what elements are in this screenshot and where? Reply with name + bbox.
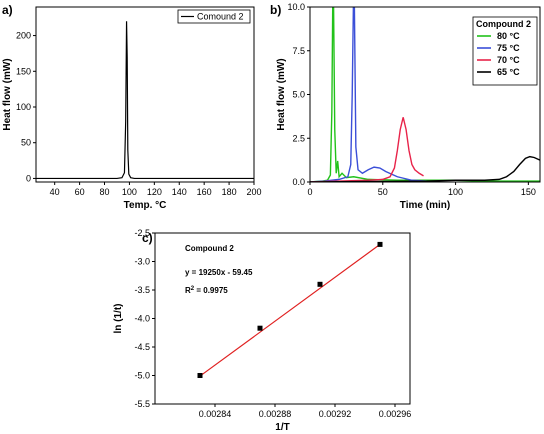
legend-label: Comound 2	[197, 12, 244, 22]
y-tick-label: 2.5	[292, 133, 305, 143]
x-tick-label: 200	[246, 187, 261, 197]
series-group	[36, 21, 254, 180]
x-tick-label: 100	[122, 187, 137, 197]
y-tick-label: -5.5	[134, 399, 150, 409]
data-point	[377, 241, 383, 247]
r-squared-prefix: R	[185, 286, 191, 295]
series-line-1	[310, 7, 427, 182]
y-tick-label: -2.5	[134, 228, 150, 238]
x-axis-label: Time (min)	[400, 200, 450, 211]
chart-b: 0 50 100 150 0.0 2.5 5.0 7.5 10.0 Time (min) Heat …	[270, 2, 541, 211]
panel-label: c)	[142, 231, 153, 245]
y-tick-label: 50	[21, 138, 31, 148]
y-tick-label: 0.0	[292, 177, 305, 187]
series-line-0	[36, 21, 254, 180]
x-tick-label: 0.00296	[379, 409, 412, 419]
plot-frame	[35, 6, 255, 183]
y-tick-label: -4.5	[134, 342, 150, 352]
chart-c: 0.00284 0.00288 0.00292 0.00296 -2.5 -3.0 -3.5…	[113, 228, 411, 433]
fit-equation: y = 19250x - 59.45	[185, 268, 253, 277]
data-point	[317, 281, 323, 287]
y-tick-label: 0	[26, 173, 31, 183]
legend-label-2: 70 °C	[497, 55, 520, 65]
y-tick-label: -4.0	[134, 314, 150, 324]
x-tick-label: 50	[378, 187, 388, 197]
y-tick-label: 150	[16, 66, 31, 76]
x-tick-label: 80	[100, 187, 110, 197]
x-tick-label: 40	[50, 187, 60, 197]
legend-label-1: 75 °C	[497, 43, 520, 53]
series-line-3	[310, 155, 540, 182]
y-tick-label: -5.0	[134, 371, 150, 381]
y-tick-label: 200	[16, 31, 31, 41]
y-tick-label: 100	[16, 102, 31, 112]
x-tick-label: 0	[307, 187, 312, 197]
y-tick-label: 10.0	[287, 2, 305, 12]
data-point	[197, 373, 203, 378]
chart-title: Compound 2	[185, 244, 234, 253]
legend: Compound 2 80 °C 75 °C 70 °C 65 °C	[472, 16, 538, 86]
x-axis-label: Temp. °C	[124, 200, 167, 211]
plot-frame	[154, 232, 411, 405]
x-tick-label: 140	[172, 187, 187, 197]
legend: Comound 2	[177, 9, 251, 24]
chart-a: 40 60 80 100 120 140 160 180 200 0 50 100 150 200 Temp…	[2, 3, 262, 211]
legend-box	[177, 9, 251, 24]
r-squared-sup: 2	[191, 286, 195, 292]
x-tick-label: 180	[222, 187, 237, 197]
x-tick-label: 160	[197, 187, 212, 197]
r-squared-value: = 0.9975	[194, 286, 228, 295]
fit-line	[199, 243, 381, 377]
x-tick-label: 60	[75, 187, 85, 197]
r-squared: R2 = 0.9975	[185, 286, 228, 295]
y-tick-label: 7.5	[292, 46, 305, 56]
y-tick-label: 5.0	[292, 90, 305, 100]
legend-label-0: 80 °C	[497, 31, 520, 41]
series-group	[310, 7, 540, 182]
y-tick-label: -3.5	[134, 285, 150, 295]
x-tick-label: 150	[521, 187, 536, 197]
y-axis-label: Heat flow (mW)	[2, 58, 13, 130]
x-tick-label: 0.00288	[259, 409, 292, 419]
x-axis-label: 1/T	[275, 422, 289, 433]
y-axis-label: ln (1/t)	[113, 304, 124, 334]
panel-label: b)	[270, 3, 281, 17]
x-tick-label: 0.00284	[199, 409, 232, 419]
x-tick-label: 120	[147, 187, 162, 197]
legend-label-3: 65 °C	[497, 67, 520, 77]
series-line-2	[310, 117, 424, 182]
x-tick-label: 0.00292	[319, 409, 352, 419]
y-axis-label: Heat flow (mW)	[276, 58, 287, 130]
y-tick-label: -3.0	[134, 257, 150, 267]
legend-title: Compound 2	[476, 19, 531, 29]
panel-label: a)	[2, 3, 13, 17]
legend-box	[472, 16, 538, 86]
x-tick-label: 100	[448, 187, 463, 197]
data-point	[257, 325, 263, 331]
